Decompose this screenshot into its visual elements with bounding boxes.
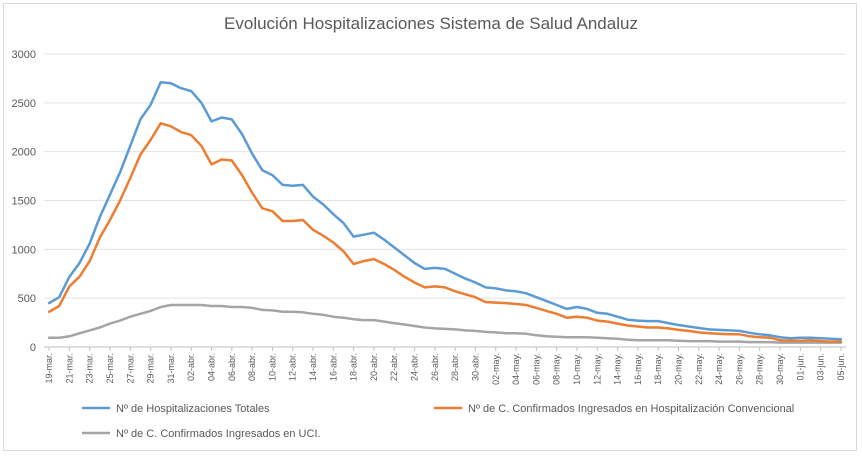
- y-axis-ticks: 0 500 1000 1500 2000 2500 3000: [12, 49, 36, 354]
- x-tick-label: 05-jun.: [836, 353, 846, 381]
- chart-title: Evolución Hospitalizaciones Sistema de S…: [224, 14, 638, 33]
- x-tick-label: 12-abr.: [288, 353, 298, 381]
- x-tick-label: 16-may.: [633, 353, 643, 385]
- x-tick-label: 18-abr.: [349, 353, 359, 381]
- x-tick-label: 30-abr.: [470, 353, 480, 381]
- x-tick-label: 02-may.: [491, 353, 501, 385]
- x-tick-label: 19-mar.: [44, 353, 54, 384]
- x-tick-label: 24-may.: [714, 353, 724, 385]
- y-tick-label: 3000: [12, 49, 36, 61]
- x-tick-label: 20-abr.: [369, 353, 379, 381]
- gridlines: [44, 53, 846, 348]
- legend-label: Nº de C. Confirmados Ingresados en UCI.: [116, 428, 321, 440]
- x-tick-label: 01-jun.: [795, 353, 805, 381]
- x-tick-label: 26-may.: [734, 353, 744, 385]
- x-tick-label: 06-may.: [531, 353, 541, 385]
- x-tick-label: 10-may.: [572, 353, 582, 385]
- x-tick-label: 03-jun.: [816, 353, 826, 381]
- x-tick-label: 14-may.: [613, 353, 623, 385]
- x-tick-label: 20-may.: [673, 353, 683, 385]
- legend: Nº de Hospitalizaciones Totales Nº de C. …: [82, 403, 794, 440]
- y-tick-label: 2500: [12, 98, 36, 110]
- x-tick-label: 29-mar.: [146, 353, 156, 384]
- y-tick-label: 500: [18, 293, 36, 305]
- x-tick-label: 04-may.: [511, 353, 521, 385]
- y-tick-label: 2000: [12, 147, 36, 159]
- x-tick-label: 30-may.: [775, 353, 785, 385]
- x-tick-label: 22-abr.: [389, 353, 399, 381]
- x-tick-label: 04-abr.: [207, 353, 217, 381]
- x-tick-label: 02-abr.: [186, 353, 196, 381]
- x-tick-label: 25-mar.: [105, 353, 115, 384]
- x-axis-ticks: 19-mar. 21-mar. 23-mar. 25-mar. 27-mar. 29-ma…: [44, 347, 846, 385]
- x-tick-label: 31-mar.: [166, 353, 176, 384]
- x-tick-label: 22-may.: [694, 353, 704, 385]
- x-tick-label: 12-may.: [592, 353, 602, 385]
- x-tick-label: 08-may.: [552, 353, 562, 385]
- series-lines: [47, 81, 843, 344]
- x-tick-label: 14-abr.: [308, 353, 318, 381]
- x-tick-label: 08-abr.: [247, 353, 257, 381]
- series-line: [47, 81, 843, 341]
- y-tick-label: 1500: [12, 196, 36, 208]
- legend-label: Nº de Hospitalizaciones Totales: [116, 403, 270, 415]
- x-tick-label: 10-abr.: [267, 353, 277, 381]
- legend-label: Nº de C. Confirmados Ingresados en Hospi…: [468, 403, 794, 415]
- x-tick-label: 26-abr.: [430, 353, 440, 381]
- x-tick-label: 28-may.: [755, 353, 765, 385]
- x-tick-label: 18-may.: [653, 353, 663, 385]
- x-tick-label: 16-abr.: [328, 353, 338, 381]
- x-tick-label: 27-mar.: [125, 353, 135, 384]
- x-tick-label: 24-abr.: [410, 353, 420, 381]
- x-tick-label: 06-abr.: [227, 353, 237, 381]
- series-line: [47, 303, 843, 344]
- series-line: [47, 122, 843, 343]
- x-tick-label: 28-abr.: [450, 353, 460, 381]
- x-tick-label: 21-mar.: [64, 353, 74, 384]
- y-tick-label: 0: [30, 342, 36, 354]
- x-tick-label: 23-mar.: [85, 353, 95, 384]
- y-tick-label: 1000: [12, 244, 36, 256]
- chart-frame: [3, 3, 857, 451]
